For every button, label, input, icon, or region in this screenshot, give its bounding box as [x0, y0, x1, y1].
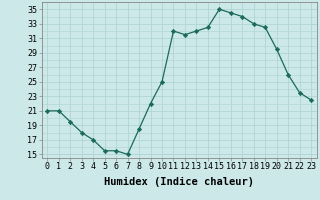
X-axis label: Humidex (Indice chaleur): Humidex (Indice chaleur): [104, 177, 254, 187]
